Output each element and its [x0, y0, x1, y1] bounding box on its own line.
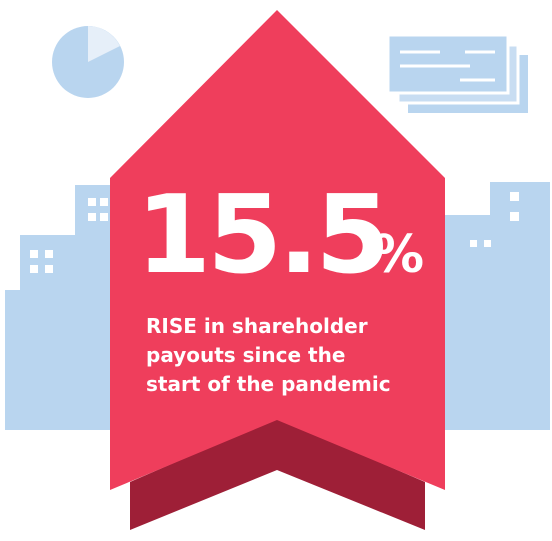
stat-unit: %: [372, 225, 424, 285]
arrow: [110, 10, 445, 490]
caption-line: RISE in shareholder: [146, 314, 368, 338]
building: [20, 235, 80, 430]
pie-slice: [88, 26, 120, 62]
stat-value: 15.5: [136, 173, 386, 298]
windows: [30, 192, 519, 273]
cheque-lines: [400, 50, 495, 82]
building: [445, 215, 495, 430]
cheque-front: [386, 33, 510, 95]
caption-line: payouts since the: [146, 343, 345, 367]
caption-line: start of the pandemic: [146, 372, 391, 396]
building: [490, 182, 550, 430]
arrow-tail: [130, 418, 425, 530]
